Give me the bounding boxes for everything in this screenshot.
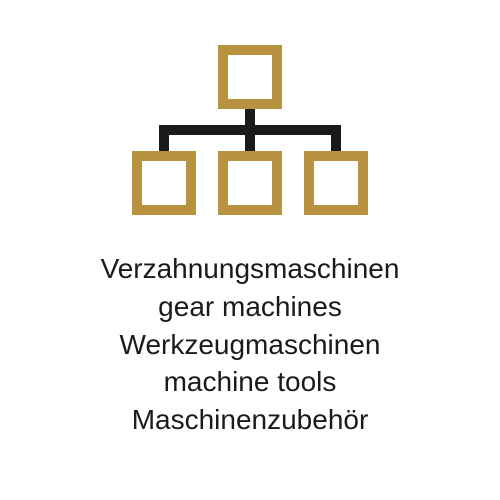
org-chart-icon [132, 45, 368, 220]
text-line: Maschinenzubehör [101, 401, 400, 439]
text-line: gear machines [101, 288, 400, 326]
text-line: machine tools [101, 363, 400, 401]
text-line: Verzahnungsmaschinen [101, 250, 400, 288]
text-line: Werkzeugmaschinen [101, 326, 400, 364]
category-text-block: Verzahnungsmaschinen gear machines Werkz… [101, 250, 400, 439]
